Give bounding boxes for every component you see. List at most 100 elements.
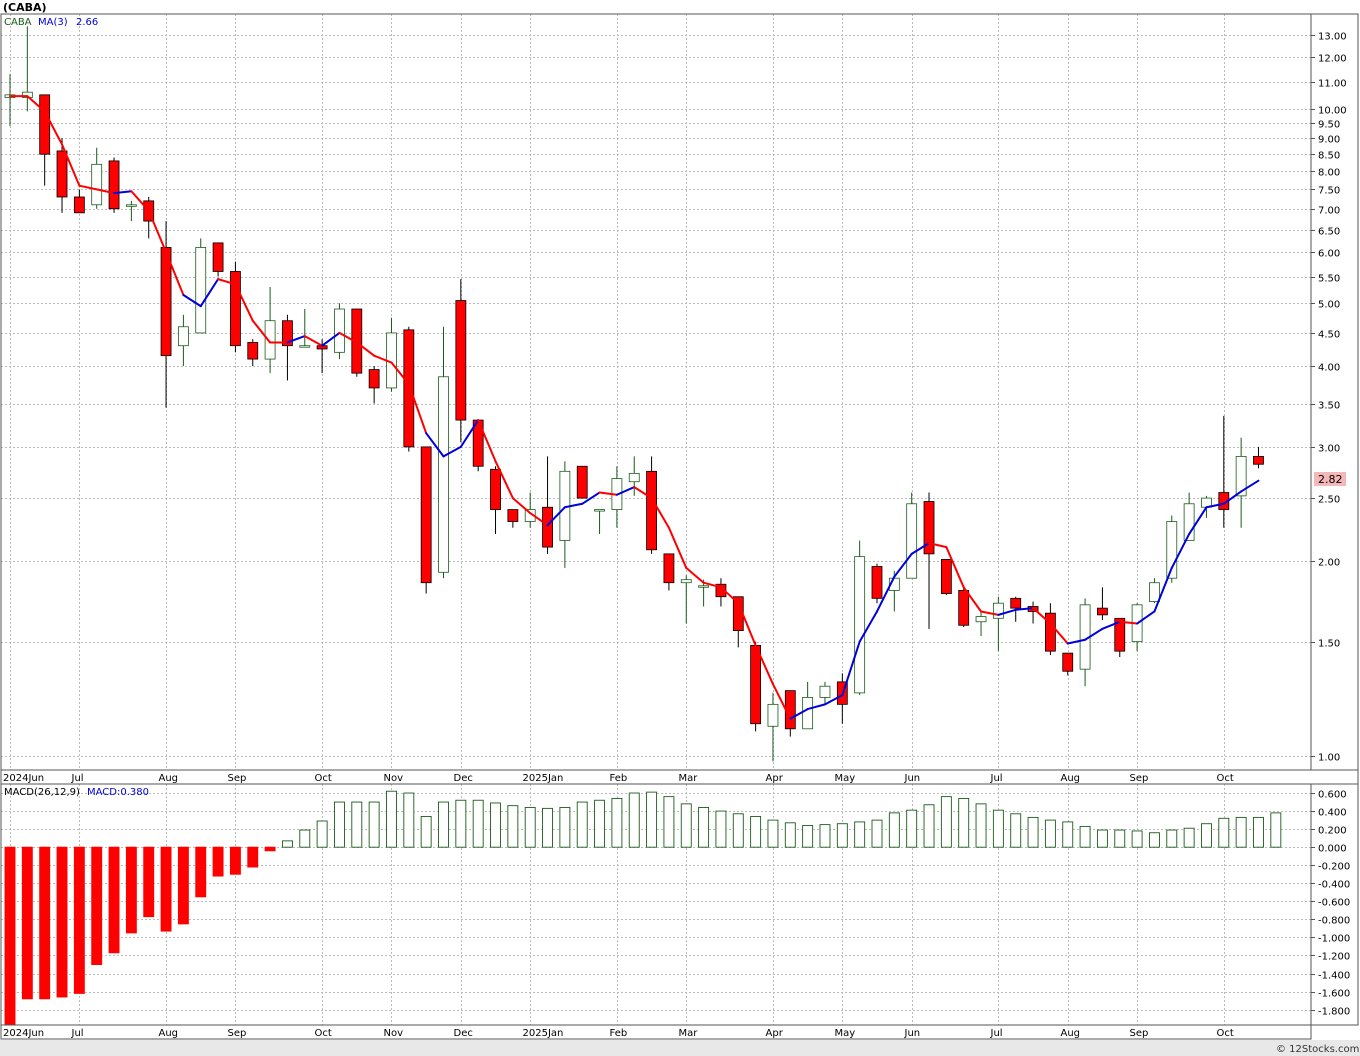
candle-down [576, 465, 588, 499]
macd-bar [160, 846, 172, 932]
ma-segment [95, 188, 116, 195]
macd-value: MACD:0.380 [87, 787, 149, 798]
y-tick-label: 1.50 [1318, 639, 1340, 650]
ma-segment [1153, 566, 1173, 613]
macd-bar [1218, 817, 1230, 848]
macd-bar [923, 804, 935, 848]
candle-body [264, 320, 276, 360]
candle-up [195, 238, 207, 334]
x-tick-label: Sep [228, 1028, 247, 1039]
macd-bar [177, 846, 189, 925]
macd-bar [524, 807, 536, 848]
macd-bar [264, 846, 276, 852]
ma-segment [754, 644, 774, 686]
candle-body [73, 196, 85, 214]
ma-segment [390, 361, 410, 386]
y-tick-label: -0.200 [1318, 862, 1350, 873]
macd-bar [39, 846, 51, 1000]
y-tick-label: 12.00 [1318, 54, 1347, 65]
candle-up [1235, 437, 1247, 528]
candle-up [906, 492, 918, 579]
y-tick-label: 13.00 [1318, 32, 1347, 43]
x-tick-label: Oct [1217, 773, 1234, 784]
macd-bar [750, 816, 762, 848]
x-tick-label: Feb [610, 773, 628, 784]
macd-bar [1044, 819, 1056, 848]
candle-body [871, 566, 883, 599]
candle-body [1183, 503, 1195, 541]
candle-down [542, 456, 553, 554]
macd-bar [195, 846, 207, 898]
candle-down [507, 509, 519, 528]
candle-down [230, 261, 241, 353]
ma-segment [858, 610, 878, 643]
macd-bar [1027, 816, 1039, 848]
ma-segment [563, 502, 584, 509]
candle-up [594, 509, 605, 535]
macd-bar [507, 805, 519, 848]
y-tick-label: 5.00 [1318, 300, 1340, 311]
macd-bar [1253, 816, 1264, 848]
candle-up [819, 681, 831, 705]
x-tick-label: Sep [1130, 1028, 1149, 1039]
ma-segment [338, 331, 358, 344]
price-candles [4, 26, 1264, 762]
candle-down [39, 94, 51, 186]
candle-up [628, 456, 640, 496]
macd-bar [73, 846, 85, 994]
ma-segment [1101, 620, 1121, 630]
ma-segment [130, 190, 150, 212]
x-tick-label: Aug [1061, 1028, 1081, 1039]
ma-segment [1170, 533, 1191, 569]
ma-segment [251, 319, 272, 344]
macd-bar [854, 821, 866, 848]
ma-segment [373, 354, 393, 364]
candle-down [1045, 603, 1056, 656]
ma-segment [26, 95, 46, 113]
candle-up [854, 540, 866, 696]
candle-body [1097, 607, 1108, 616]
ma-segment [477, 419, 497, 463]
price-panel: 13.00 12.00 11.00 10.00 9.50 9.00 8.50 8.00 7.50… [0, 1, 1359, 785]
macd-bar [125, 846, 137, 934]
macd-bar [542, 807, 553, 848]
price-y-axis: 13.00 12.00 11.00 10.00 9.50 9.00 8.50 8.00 7.50… [1311, 32, 1347, 764]
macd-bar [767, 819, 779, 848]
x-tick-label: 2025Jan [523, 773, 564, 784]
y-tick-label: 6.00 [1318, 249, 1340, 260]
y-tick-label: -0.400 [1318, 880, 1350, 891]
macd-bar [4, 846, 16, 1029]
y-tick-label: 5.50 [1318, 274, 1340, 285]
macd-bar [1114, 829, 1126, 848]
ma-segment [823, 694, 844, 706]
macd-panel: 0.600 0.400 0.200 0.000 -0.200 -0.400 -0.600 -0… [0, 783, 1359, 1040]
candle-down [871, 563, 883, 604]
x-tick-label: May [835, 1028, 856, 1039]
candle-down [490, 466, 501, 535]
ma-segment [1136, 610, 1156, 625]
macd-bar [1096, 829, 1108, 848]
x-tick-label: Oct [315, 1028, 332, 1039]
candle-up [264, 286, 276, 374]
candle-body [299, 345, 311, 348]
y-tick-label: 8.00 [1318, 168, 1340, 179]
last-price-badge [1314, 472, 1346, 486]
candle-body [542, 506, 553, 548]
ma-segment [598, 491, 618, 496]
y-tick-label: 0.600 [1318, 790, 1347, 801]
macd-bar [576, 801, 588, 848]
ma-segment [425, 432, 445, 458]
ma-segment [1118, 620, 1139, 625]
x-tick-label: Dec [454, 773, 473, 784]
macd-bar [56, 846, 68, 998]
candle-body [368, 369, 380, 389]
macd-xaxis-strip [0, 1024, 1312, 1040]
ma-segment [407, 383, 428, 435]
macd-bar [958, 797, 970, 848]
ma-segment [1014, 607, 1035, 611]
ma-segment [442, 445, 462, 458]
ma-segment [529, 512, 549, 527]
candle-down [715, 578, 727, 607]
x-tick-label: Aug [159, 1028, 179, 1039]
macd-bar [299, 829, 311, 848]
